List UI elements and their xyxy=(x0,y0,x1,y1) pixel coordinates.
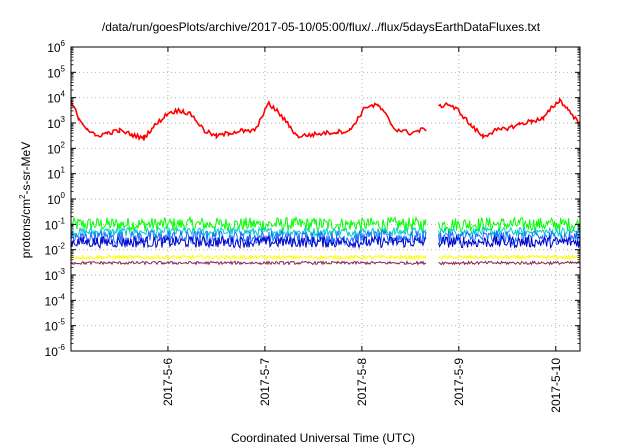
y-axis-label: protons/cm2-s-sr-MeV xyxy=(18,142,33,258)
x-tick-label: 2017-5-7 xyxy=(258,358,272,406)
y-tick-label: 10-3 xyxy=(45,267,66,283)
y-tick-base: 10 xyxy=(45,345,59,359)
y-axis-label-post: -s-sr-MeV xyxy=(19,142,33,195)
x-tick-labels: 2017-5-6 2017-5-7 2017-5-8 2017-5-9 2017-5-1… xyxy=(161,358,563,413)
y-axis-label-sup: 2 xyxy=(18,194,27,199)
y-tick-base: 10 xyxy=(45,294,59,308)
y-tick-label: 10-4 xyxy=(45,292,66,308)
y-axis-label-pre: protons/cm xyxy=(19,199,33,258)
axis-ticks xyxy=(71,46,580,352)
y-tick-label: 106 xyxy=(47,39,65,55)
x-axis-label: Coordinated Universal Time (UTC) xyxy=(231,431,415,445)
y-tick-label: 103 xyxy=(47,115,65,131)
flux-series-line xyxy=(70,225,427,239)
y-tick-base: 10 xyxy=(45,269,59,283)
y-tick-exp: -1 xyxy=(58,216,66,225)
y-tick-label: 10-1 xyxy=(45,216,66,232)
flux-series-line xyxy=(70,215,427,234)
flux-series-line xyxy=(70,234,427,250)
y-tick-base: 10 xyxy=(47,66,61,80)
y-tick-base: 10 xyxy=(47,193,61,207)
x-tick-label: 2017-5-9 xyxy=(452,358,466,406)
flux-series-line xyxy=(438,216,581,234)
y-tick-base: 10 xyxy=(47,168,61,182)
flux-series-line-red xyxy=(70,99,427,141)
y-tick-exp: 1 xyxy=(61,166,66,175)
y-tick-exp: 6 xyxy=(61,39,66,48)
flux-series-line xyxy=(438,260,581,266)
x-tick-label: 2017-5-10 xyxy=(549,358,563,413)
y-tick-label: 101 xyxy=(47,166,65,182)
x-tick-label: 2017-5-8 xyxy=(355,358,369,406)
y-tick-exp: -2 xyxy=(58,242,66,251)
y-tick-exp: 0 xyxy=(61,191,66,200)
y-tick-base: 10 xyxy=(47,142,61,156)
y-tick-base: 10 xyxy=(45,244,59,258)
y-tick-exp: 5 xyxy=(61,64,66,73)
y-tick-label: 105 xyxy=(47,64,65,80)
y-tick-label: 100 xyxy=(47,191,65,207)
y-tick-exp: -4 xyxy=(58,292,66,301)
series-group xyxy=(70,97,581,266)
y-tick-label: 10-6 xyxy=(45,343,66,359)
chart-title: /data/run/goesPlots/archive/2017-05-10/0… xyxy=(102,20,541,34)
y-tick-exp: -5 xyxy=(58,318,66,327)
y-tick-label: 10-5 xyxy=(45,318,66,334)
y-tick-base: 10 xyxy=(47,41,61,55)
y-tick-exp: -6 xyxy=(58,343,66,352)
flux-series-line xyxy=(438,226,581,238)
flux-series-line xyxy=(438,234,581,250)
y-tick-base: 10 xyxy=(47,92,61,106)
y-tick-exp: 2 xyxy=(61,140,66,149)
y-tick-base: 10 xyxy=(45,218,59,232)
flux-series-line xyxy=(70,260,427,266)
flux-series-line-red xyxy=(438,97,581,140)
y-tick-label: 102 xyxy=(47,140,65,156)
y-tick-base: 10 xyxy=(47,117,61,131)
y-tick-exp: 4 xyxy=(61,90,66,99)
flux-series-line xyxy=(438,229,581,247)
y-tick-exp: 3 xyxy=(61,115,66,124)
flux-series-line xyxy=(70,253,427,261)
x-tick-label: 2017-5-6 xyxy=(161,358,175,406)
y-tick-label: 10-2 xyxy=(45,242,66,258)
y-tick-exp: -3 xyxy=(58,267,66,276)
y-tick-label: 104 xyxy=(47,90,65,106)
y-tick-base: 10 xyxy=(45,320,59,334)
y-tick-labels: 10-610-510-410-310-210-11001011021031041… xyxy=(45,39,66,359)
flux-series-line xyxy=(438,254,581,261)
grid-lines xyxy=(71,47,580,351)
